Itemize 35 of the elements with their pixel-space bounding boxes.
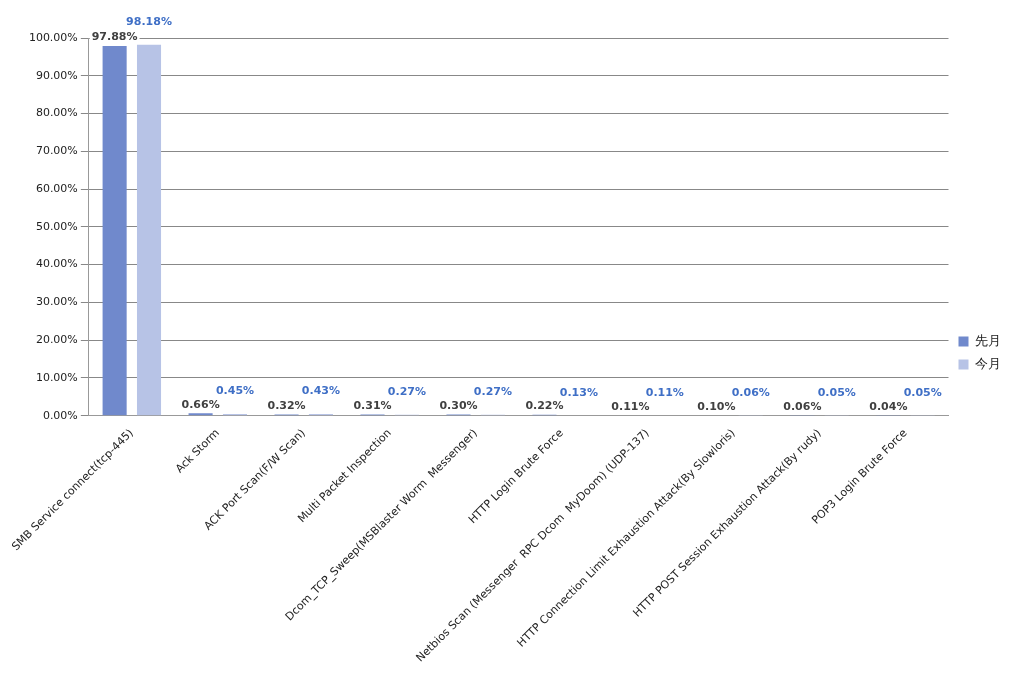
data-label: 0.10% [697,399,736,413]
data-label: 0.06% [783,399,822,413]
data-label: 0.22% [525,399,564,413]
data-label: 0.27% [387,385,426,398]
data-label: 0.04% [869,399,908,413]
data-label: 0.30% [439,398,478,412]
data-label: 0.11% [611,399,650,413]
data-label: 0.43% [301,384,341,398]
y-tick-label: 30.00% [35,295,78,309]
data-label: 0.06% [731,385,770,399]
legend-label: 先月 [975,332,1001,348]
y-tick-label: 80.00% [35,106,78,120]
data-label: 0.31% [353,398,392,412]
data-label: 0.05% [903,385,942,399]
data-label: 98.18% [126,15,172,29]
data-label: 0.27% [473,385,512,398]
y-tick-label: 100.00% [28,30,78,44]
bar [136,44,162,416]
data-label: 0.32% [267,398,306,412]
y-tick-label: 90.00% [35,68,78,82]
y-tick-label: 20.00% [35,332,78,346]
y-tick-label: 70.00% [35,144,78,158]
data-label: 97.88% [91,30,138,44]
data-label: 0.05% [817,385,856,399]
data-label: 0.13% [559,385,598,399]
bar [102,46,127,416]
data-label: 0.66% [181,397,220,411]
y-tick-label: 40.00% [35,257,78,271]
data-label: 0.45% [215,384,255,398]
y-tick-label: 50.00% [35,219,78,233]
legend-label: 今月 [975,355,1001,371]
y-tick-label: 10.00% [35,370,78,384]
data-label: 0.11% [645,385,684,399]
y-tick-label: 0.00% [42,408,78,422]
y-tick-label: 60.00% [35,181,78,195]
